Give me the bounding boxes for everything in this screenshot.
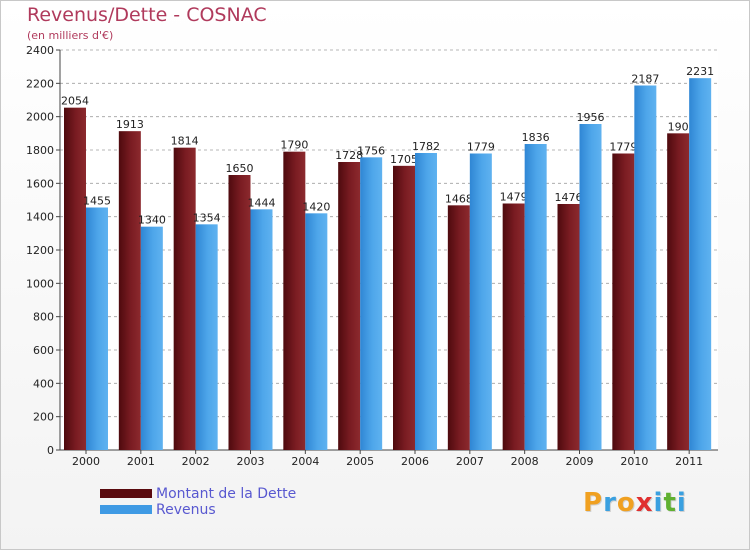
data-label-debt: 190 <box>668 120 689 133</box>
y-tick-label: 600 <box>33 344 54 357</box>
bar-revenue <box>305 213 328 450</box>
bar-debt <box>283 151 306 450</box>
data-label-debt: 1728 <box>335 149 363 162</box>
logo-letter: t <box>663 488 677 518</box>
data-label-debt: 2054 <box>61 95 89 108</box>
data-label-debt: 1913 <box>116 118 144 131</box>
data-label-debt: 1476 <box>555 191 583 204</box>
bar-revenue <box>250 209 273 450</box>
logo-letter: i <box>676 488 687 518</box>
data-label-revenue: 1455 <box>83 195 111 208</box>
bar-debt <box>447 205 470 450</box>
data-label-debt: 1705 <box>390 153 418 166</box>
legend-swatch-revenue <box>100 505 152 514</box>
bar-debt <box>502 203 525 450</box>
data-label-revenue: 1756 <box>357 144 385 157</box>
x-tick-label: 2009 <box>566 455 594 468</box>
bar-debt <box>173 147 196 450</box>
data-label-revenue: 1444 <box>248 196 276 209</box>
data-label-revenue: 1354 <box>193 211 221 224</box>
data-label-revenue: 1782 <box>412 140 440 153</box>
x-tick-label: 2011 <box>675 455 703 468</box>
bar-debt <box>228 175 251 450</box>
data-label-debt: 1479 <box>500 191 528 204</box>
logo-letter: o <box>616 488 636 518</box>
data-label-revenue: 1340 <box>138 214 166 227</box>
bar-revenue <box>140 226 163 450</box>
logo-letter: P <box>583 488 604 518</box>
data-label-revenue: 1779 <box>467 141 495 154</box>
logo-letter: i <box>653 488 664 518</box>
bar-revenue <box>469 153 492 450</box>
bar-revenue <box>86 207 108 450</box>
bar-debt <box>612 153 635 450</box>
x-tick-label: 2000 <box>72 455 100 468</box>
bar-revenue <box>579 124 602 450</box>
x-tick-label: 2010 <box>620 455 648 468</box>
bar-debt <box>118 131 141 450</box>
proxiti-logo: Proxiti <box>583 488 687 518</box>
bar-revenue <box>195 224 218 450</box>
data-label-revenue: 1836 <box>522 131 550 144</box>
x-tick-label: 2007 <box>456 455 484 468</box>
y-tick-label: 2000 <box>26 111 54 124</box>
logo-letter: r <box>603 488 617 518</box>
data-label-debt: 1790 <box>280 139 308 152</box>
x-tick-label: 2006 <box>401 455 429 468</box>
bar-revenue <box>634 85 657 450</box>
bar-revenue <box>360 157 383 451</box>
bar-debt <box>338 162 361 450</box>
x-tick-label: 2004 <box>291 455 319 468</box>
data-label-revenue: 1420 <box>302 200 330 213</box>
y-tick-label: 800 <box>33 311 54 324</box>
data-label-revenue: 1956 <box>577 111 605 124</box>
legend-label-debt: Montant de la Dette <box>156 486 297 502</box>
y-tick-label: 0 <box>47 444 54 457</box>
data-label-revenue: 2187 <box>631 73 659 86</box>
x-tick-label: 2003 <box>237 455 265 468</box>
data-label-debt: 1779 <box>609 141 637 154</box>
bar-debt <box>557 204 580 450</box>
bar-revenue <box>415 153 437 450</box>
y-tick-label: 2400 <box>26 44 54 57</box>
data-label-debt: 1468 <box>445 192 473 205</box>
chart-subtitle: (en milliers d'€) <box>27 29 114 42</box>
y-tick-label: 1600 <box>26 177 54 190</box>
data-label-revenue: 2231 <box>686 65 714 78</box>
y-tick-label: 1200 <box>26 244 54 257</box>
x-tick-label: 2001 <box>127 455 155 468</box>
logo-letter: x <box>635 488 654 518</box>
bar-revenue <box>689 78 712 451</box>
y-tick-label: 1800 <box>26 144 54 157</box>
bar-debt <box>64 107 86 451</box>
legend-swatch-debt <box>100 489 152 498</box>
bar-debt <box>393 165 415 451</box>
y-tick-label: 1000 <box>26 277 54 290</box>
data-label-debt: 1650 <box>226 162 254 175</box>
y-tick-label: 400 <box>33 377 54 390</box>
y-tick-label: 2200 <box>26 77 54 90</box>
data-label-debt: 1814 <box>171 135 199 148</box>
x-tick-label: 2008 <box>511 455 539 468</box>
x-tick-label: 2005 <box>346 455 374 468</box>
legend-label-revenue: Revenus <box>156 502 216 518</box>
y-tick-label: 200 <box>33 411 54 424</box>
x-tick-label: 2002 <box>182 455 210 468</box>
y-tick-label: 1400 <box>26 211 54 224</box>
bar-debt <box>667 133 690 451</box>
bar-revenue <box>524 144 547 450</box>
chart-title: Revenus/Dette - COSNAC <box>27 4 267 26</box>
